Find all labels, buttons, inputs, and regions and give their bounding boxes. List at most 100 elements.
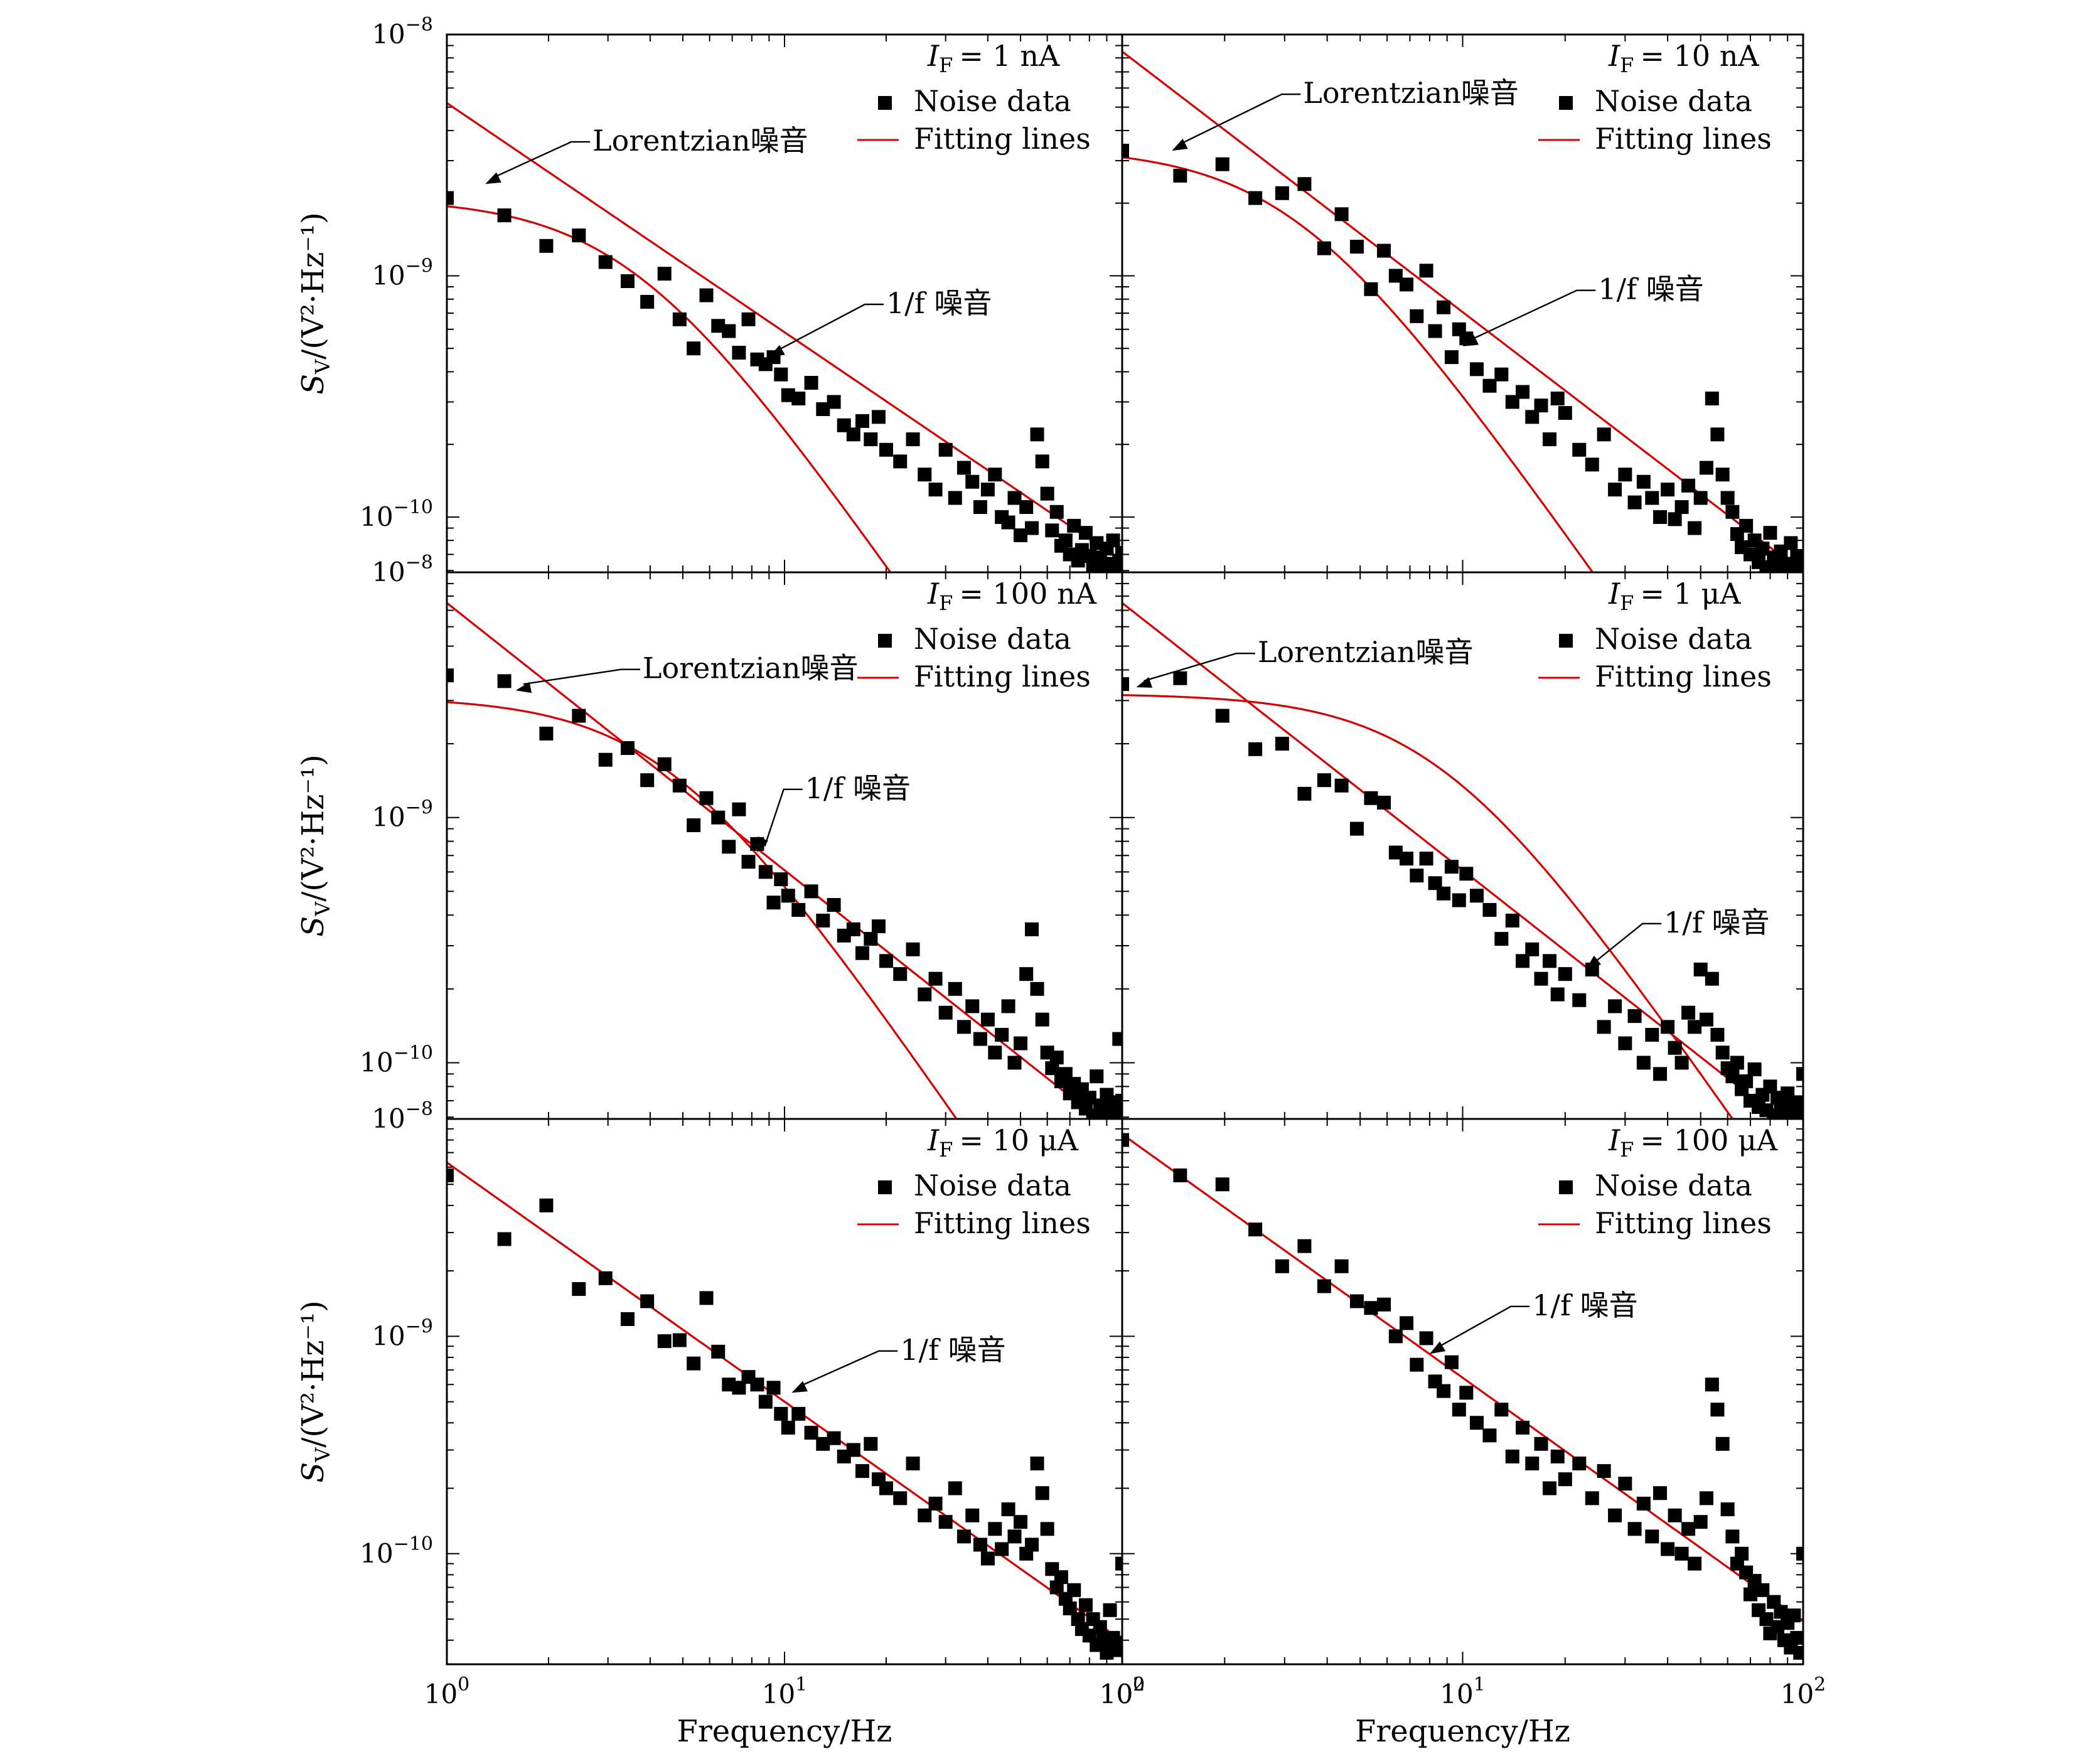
data-point [758,1394,773,1409]
data-point [1334,778,1349,793]
data-point [1705,971,1719,986]
data-point [1618,468,1632,482]
data-point [1215,1177,1229,1192]
x-tick-label: 101 [1440,1674,1486,1709]
data-point [1534,971,1548,986]
panel-2: Lorentzian噪音 1/f 噪音 IF = 10 nA Noise data Fit… [1121,33,1804,574]
data-point [572,709,586,723]
data-point [1550,391,1565,405]
data-point [497,208,512,223]
data-point [781,889,795,903]
legend-current-sub: F [939,1138,953,1162]
data-point [1494,932,1509,946]
y-axis-label: SV/(V²·Hz⁻¹) [296,1300,335,1483]
data-point [1525,1457,1540,1471]
legend-current: IF = 10 nA [1608,39,1759,77]
plot-area [447,102,1122,572]
data-point [1115,1093,1122,1108]
data-point [938,442,953,457]
data-point [1784,536,1798,550]
plot-area [1122,602,1803,1119]
data-point [1082,1091,1096,1105]
data-point [1572,993,1587,1007]
data-point [1444,350,1459,365]
data-point [1349,821,1364,836]
data-point [980,1551,995,1566]
data-point [1699,461,1713,475]
data-point [1122,677,1129,692]
data-point [1410,869,1424,883]
x-tick-label-base: 10 [1100,1679,1133,1709]
data-point [1035,454,1049,469]
y-tick-label-exp: −9 [405,1315,433,1337]
data-point [1705,1377,1719,1392]
annotation-leader [798,1350,898,1388]
data-point [1759,1612,1774,1627]
y-tick-label-exp: −8 [405,14,433,36]
data-point [1715,468,1730,482]
data-point [791,1406,806,1421]
data-point [1482,902,1497,917]
data-point [980,1012,995,1027]
data-point [1317,1279,1331,1293]
legend-current: IF = 100 μA [1608,1123,1778,1162]
data-point [846,922,860,936]
annotation-arrowhead [1172,139,1188,151]
fit-line-lorentzian [1122,694,1734,1119]
annotation-arrowhead [1136,676,1153,688]
legend-current-value: = 100 nA [959,577,1096,611]
data-point [1747,1062,1762,1076]
data-point [1071,553,1085,568]
annotation-leader [1469,289,1596,341]
x-tick-label: 101 [762,1674,808,1709]
data-point [1661,1542,1675,1556]
x-tick-label-base: 10 [1440,1679,1473,1709]
data-point [1112,1032,1122,1046]
data-point [1597,427,1611,442]
data-point [1693,491,1708,505]
legend-current-symbol: I [1608,1123,1621,1157]
data-point [1627,495,1642,510]
data-point [766,896,781,910]
data-point [699,791,714,805]
data-point [1317,773,1331,788]
data-point [956,1529,971,1544]
data-point [1437,1384,1451,1398]
data-point [948,491,962,505]
data-point [732,1381,746,1395]
data-point [1045,1061,1059,1076]
y-tick-label-exp: −10 [394,1042,433,1064]
data-point [864,432,878,447]
plot-area [1122,1133,1803,1660]
fit-line-lorentzian [447,701,958,1119]
data-point [1376,243,1391,258]
data-point [879,954,893,968]
data-point [938,1005,953,1020]
data-point [1019,967,1034,981]
data-point [1767,1108,1781,1119]
data-point [1054,1570,1068,1585]
annotation-label: 1/f 噪音 [1664,906,1769,939]
plot-area [447,1162,1122,1660]
data-point [827,898,841,912]
data-point [1693,1515,1708,1529]
data-point [1014,1036,1028,1051]
data-point [928,1496,943,1511]
data-point [1400,277,1414,292]
data-point [539,726,554,741]
data-point [1636,474,1651,489]
data-point [672,312,687,326]
data-point [711,1344,726,1359]
data-point [1674,1546,1689,1561]
data-point [598,255,613,269]
x-tick-label-base: 10 [1100,1679,1133,1709]
data-point [1459,867,1474,881]
y-axis-label-unit: /(V²·Hz⁻¹) [296,754,331,902]
data-point [804,376,818,390]
annotation-1: Lorentzian噪音 [1172,76,1519,151]
data-point [758,865,773,879]
data-point [1505,1449,1519,1463]
legend-current-sub: F [1620,1138,1634,1162]
data-point [447,1168,454,1182]
